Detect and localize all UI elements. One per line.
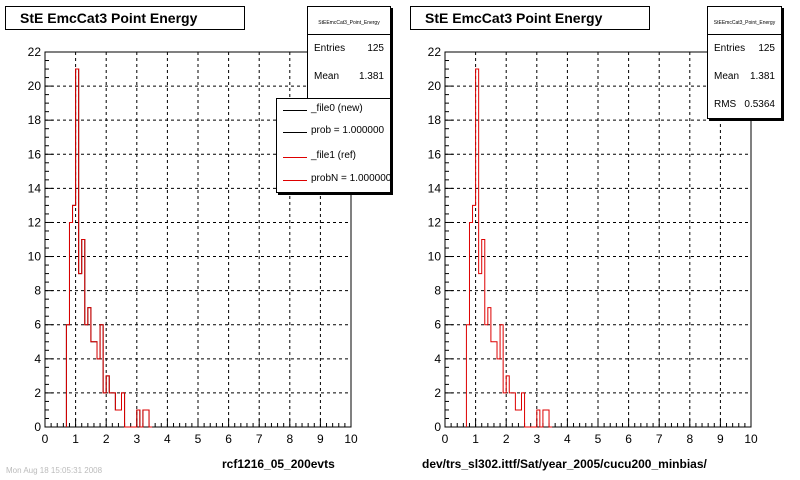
- stats-rms-row-right: RMS 0.5364: [714, 99, 775, 110]
- y-tick-label: 20: [28, 79, 42, 93]
- x-tick-label: 3: [533, 432, 540, 446]
- stats-rms-value-right: 0.5364: [744, 99, 775, 110]
- histogram-series-0: [465, 68, 553, 428]
- x-tick-label: 2: [103, 432, 110, 446]
- x-tick-label: 0: [442, 432, 449, 446]
- footer-label-left: rcf1216_05_200evts: [222, 457, 335, 471]
- y-tick-label: 18: [28, 113, 42, 127]
- x-tick-label: 7: [256, 432, 263, 446]
- y-tick-label: 2: [434, 386, 441, 400]
- y-tick-label: 2: [34, 386, 41, 400]
- x-tick-label: 10: [344, 432, 358, 446]
- y-tick-label: 12: [28, 215, 42, 229]
- x-tick-label: 9: [317, 432, 324, 446]
- stats-rms-label-right: RMS: [714, 99, 737, 110]
- x-tick-label: 10: [744, 432, 758, 446]
- y-tick-label: 6: [34, 318, 41, 332]
- legend-entry-prob: prob = 1.000000: [277, 121, 390, 143]
- x-tick-label: 8: [286, 432, 293, 446]
- y-tick-label: 14: [428, 181, 442, 195]
- y-tick-label: 16: [28, 147, 42, 161]
- x-tick-label: 9: [717, 432, 724, 446]
- legend-swatch-prob: [283, 132, 307, 133]
- y-tick-label: 8: [434, 284, 441, 298]
- x-tick-label: 0: [42, 432, 49, 446]
- legend-box-left: _file0 (new) prob = 1.000000 _file1 (ref…: [276, 98, 391, 193]
- stats-mean-label-right: Mean: [714, 71, 740, 82]
- y-tick-label: 0: [434, 420, 441, 434]
- legend-swatch-file0: [283, 110, 307, 111]
- stats-entries-row-right: Entries 125: [714, 43, 775, 54]
- y-tick-label: 22: [28, 45, 42, 59]
- y-tick-label: 0: [34, 420, 41, 434]
- x-tick-label: 6: [625, 432, 632, 446]
- stats-entries-value-right: 125: [758, 43, 775, 54]
- stats-box-right: StEEmcCat3_Point_Energy Entries 125 Mean…: [707, 6, 782, 119]
- y-tick-label: 6: [434, 318, 441, 332]
- y-tick-label: 8: [34, 284, 41, 298]
- stats-entries-label-right: Entries: [714, 43, 746, 54]
- y-tick-label: 22: [428, 45, 442, 59]
- y-tick-label: 4: [34, 352, 41, 366]
- stats-histogram-name-right: StEEmcCat3_Point_Energy: [708, 7, 781, 35]
- x-tick-label: 6: [225, 432, 232, 446]
- y-tick-label: 16: [428, 147, 442, 161]
- stats-entries-label: Entries: [314, 43, 346, 54]
- legend-entry-file1: _file1 (ref): [277, 146, 390, 168]
- x-tick-label: 4: [564, 432, 571, 446]
- stats-entries-value: 125: [367, 43, 384, 54]
- legend-label-probn: probN = 1.000000: [311, 173, 391, 184]
- x-tick-label: 2: [503, 432, 510, 446]
- x-tick-label: 8: [686, 432, 693, 446]
- y-tick-label: 12: [428, 215, 442, 229]
- chart-title-left: StE EmcCat3 Point Energy: [5, 6, 245, 30]
- footer-label-right: dev/trs_sl302.ittf/Sat/year_2005/cucu200…: [422, 457, 707, 471]
- x-tick-label: 5: [195, 432, 202, 446]
- y-tick-label: 14: [28, 181, 42, 195]
- x-tick-label: 7: [656, 432, 663, 446]
- x-tick-label: 5: [595, 432, 602, 446]
- x-tick-label: 1: [72, 432, 79, 446]
- legend-swatch-probn: [283, 180, 307, 181]
- stats-mean-label: Mean: [314, 71, 340, 82]
- y-tick-label: 10: [28, 250, 42, 264]
- x-tick-label: 3: [133, 432, 140, 446]
- legend-swatch-file1: [283, 157, 307, 158]
- stats-mean-value-right: 1.381: [749, 71, 775, 82]
- legend-label-file0: _file0 (new): [311, 103, 363, 114]
- y-tick-label: 10: [428, 250, 442, 264]
- y-tick-label: 20: [428, 79, 442, 93]
- histogram-series-0: [65, 68, 153, 428]
- stats-mean-row: Mean 1.381: [314, 71, 384, 82]
- y-tick-label: 18: [428, 113, 442, 127]
- timestamp: Mon Aug 18 15:05:31 2008: [6, 466, 103, 475]
- x-tick-label: 4: [164, 432, 171, 446]
- x-tick-label: 1: [472, 432, 479, 446]
- stats-mean-row-right: Mean 1.381: [714, 71, 775, 82]
- legend-label-prob: prob = 1.000000: [311, 125, 385, 136]
- stats-entries-row: Entries 125: [314, 43, 384, 54]
- legend-entry-probn: probN = 1.000000: [277, 169, 390, 191]
- stats-mean-value: 1.381: [358, 71, 384, 82]
- y-tick-label: 4: [434, 352, 441, 366]
- stats-box-left: StEEmcCat3_Point_Energy Entries 125 Mean…: [307, 6, 391, 99]
- chart-title-right: StE EmcCat3 Point Energy: [410, 6, 650, 30]
- stats-histogram-name: StEEmcCat3_Point_Energy: [308, 7, 390, 35]
- legend-label-file1: _file1 (ref): [311, 150, 357, 161]
- histogram-series-1: [65, 68, 153, 428]
- legend-entry-file0: _file0 (new): [277, 99, 390, 121]
